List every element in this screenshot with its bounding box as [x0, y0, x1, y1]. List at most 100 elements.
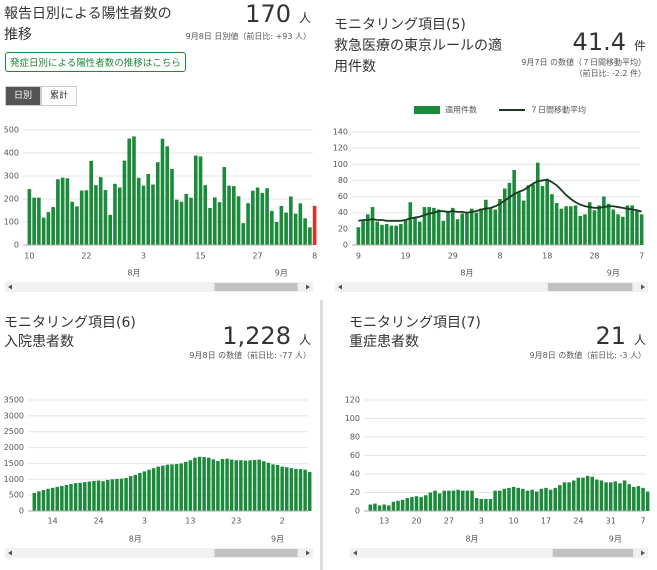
legend-swatch — [414, 106, 440, 114]
bar — [599, 480, 604, 511]
bar — [179, 201, 184, 245]
bar — [474, 498, 479, 511]
bar — [212, 197, 217, 245]
bar — [389, 225, 394, 245]
bar — [128, 476, 133, 511]
section-label: モニタリング項目(5) — [334, 17, 466, 33]
bar — [544, 487, 548, 511]
bar — [252, 459, 257, 511]
scroll-left-arrow[interactable] — [8, 284, 12, 290]
bar — [92, 480, 96, 511]
bar — [550, 194, 554, 245]
bar — [470, 490, 474, 511]
bar — [632, 486, 636, 511]
bar — [312, 205, 317, 245]
scroll-right-arrow[interactable] — [641, 550, 645, 556]
y-tick-label: 100 — [333, 160, 348, 169]
bar — [193, 457, 197, 511]
bar — [502, 488, 507, 511]
scrollbar-track[interactable] — [5, 282, 313, 292]
headline-unit: 件 — [633, 39, 646, 53]
bar — [151, 184, 155, 245]
bar — [493, 490, 497, 511]
x-tick-label: 27 — [252, 252, 262, 261]
bar — [198, 156, 203, 245]
y-tick-label: 300 — [4, 172, 19, 181]
bar — [265, 188, 269, 245]
headline-unit: 人 — [633, 333, 646, 347]
bar — [260, 193, 265, 245]
scrollbar-thumb[interactable] — [552, 549, 634, 557]
bar — [108, 214, 113, 245]
bar — [46, 488, 50, 511]
y-tick-label: 3000 — [4, 411, 24, 420]
scroll-left-arrow[interactable] — [353, 550, 357, 556]
tab[interactable]: 日別 — [5, 86, 41, 106]
bar — [576, 477, 581, 511]
bar — [293, 213, 298, 245]
panel-title: 救急医療の東京ルールの適用件数 — [334, 38, 502, 75]
bar — [488, 207, 493, 245]
bar — [507, 487, 511, 511]
headline: 21 人 — [595, 322, 646, 350]
bar — [113, 183, 117, 245]
bar — [545, 179, 550, 245]
y-tick-label: 0 — [355, 507, 360, 516]
bar — [179, 463, 183, 511]
bar — [75, 206, 79, 245]
y-tick-label: 60 — [350, 451, 360, 460]
bar — [630, 205, 634, 245]
month-label: 9月 — [609, 535, 622, 544]
scroll-right-arrow[interactable] — [641, 284, 645, 290]
bar — [534, 491, 539, 511]
bar — [521, 200, 526, 245]
bar — [156, 466, 160, 511]
bar — [96, 480, 101, 511]
scrollbar-track[interactable] — [335, 282, 648, 292]
bar — [583, 214, 587, 245]
bar — [639, 214, 644, 245]
tab[interactable]: 累計 — [41, 86, 77, 106]
bar — [60, 177, 65, 245]
bar — [361, 220, 365, 245]
y-tick-label: 500 — [4, 126, 19, 135]
x-tick-label: 2 — [280, 517, 285, 526]
panel-title: 報告日別による陽性者数の推移 — [4, 6, 172, 43]
scrollbar-track[interactable] — [5, 548, 313, 558]
bar — [387, 505, 391, 511]
bar — [41, 490, 46, 511]
bar — [202, 457, 206, 511]
month-label: 8月 — [465, 535, 478, 544]
headline: 170 人 — [245, 0, 311, 28]
bar — [590, 476, 594, 511]
scrollbar-thumb[interactable] — [214, 549, 298, 557]
bar — [136, 177, 141, 245]
scroll-right-arrow[interactable] — [306, 550, 310, 556]
bar — [446, 211, 450, 245]
headline-value: 1,228 — [222, 322, 291, 350]
bar — [289, 196, 293, 245]
scroll-left-arrow[interactable] — [338, 284, 342, 290]
scrollbar-track[interactable] — [350, 548, 648, 558]
scroll-right-arrow[interactable] — [306, 284, 310, 290]
bar — [246, 203, 250, 245]
bar — [403, 220, 408, 245]
bar — [531, 184, 535, 245]
bar — [222, 167, 227, 245]
scrollbar-thumb[interactable] — [214, 283, 298, 291]
legend-label: 適用件数 — [445, 105, 477, 115]
bar — [216, 460, 220, 511]
bar — [32, 197, 36, 245]
bar — [562, 482, 567, 511]
bar — [373, 503, 377, 511]
scroll-left-arrow[interactable] — [8, 550, 12, 556]
bar — [89, 160, 93, 245]
bar — [94, 185, 98, 245]
scrollbar-thumb[interactable] — [547, 283, 633, 291]
link-button[interactable]: 発症日別による陽性者数の推移はこちら — [5, 52, 186, 72]
bar — [571, 480, 576, 511]
bar — [567, 482, 571, 511]
bar — [469, 208, 474, 245]
bar — [220, 458, 225, 511]
bar — [521, 488, 525, 511]
